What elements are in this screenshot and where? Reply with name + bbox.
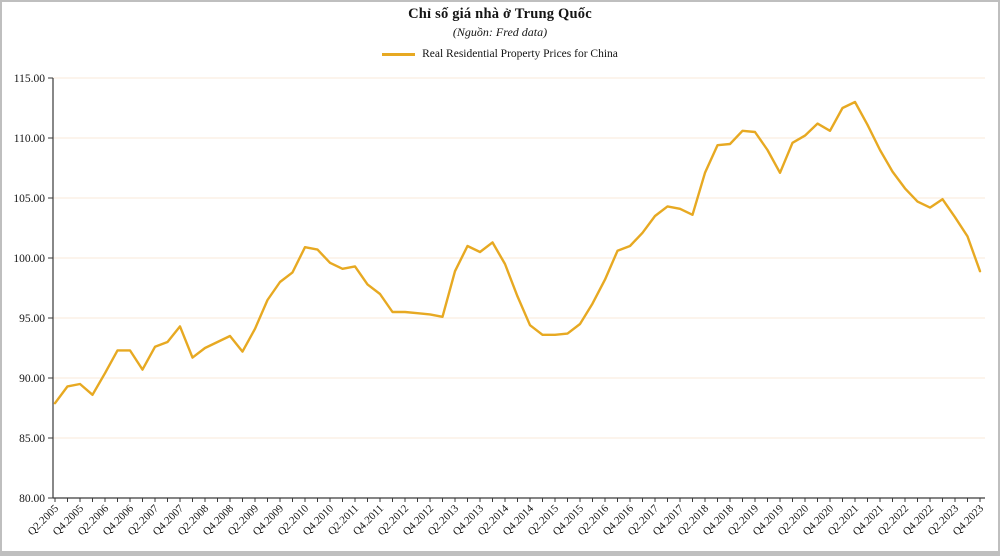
legend: Real Residential Property Prices for Chi… [0, 48, 1000, 60]
y-tick-label: 105.00 [13, 193, 45, 205]
y-tick-label: 90.00 [19, 373, 45, 385]
price-line [53, 100, 982, 405]
y-tick-label: 85.00 [19, 433, 45, 445]
y-tick-label: 80.00 [19, 493, 45, 505]
y-tick-label: 100.00 [13, 253, 45, 265]
y-tick-label: 115.00 [14, 73, 45, 85]
legend-label: Real Residential Property Prices for Chi… [422, 48, 618, 60]
legend-line-swatch [382, 52, 416, 56]
y-tick-label: 110.00 [14, 133, 45, 145]
y-tick-label: 95.00 [19, 313, 45, 325]
chart-title: Chỉ số giá nhà ở Trung Quốc [408, 6, 592, 22]
chart-subtitle: (Nguồn: Fred data) [452, 25, 548, 39]
